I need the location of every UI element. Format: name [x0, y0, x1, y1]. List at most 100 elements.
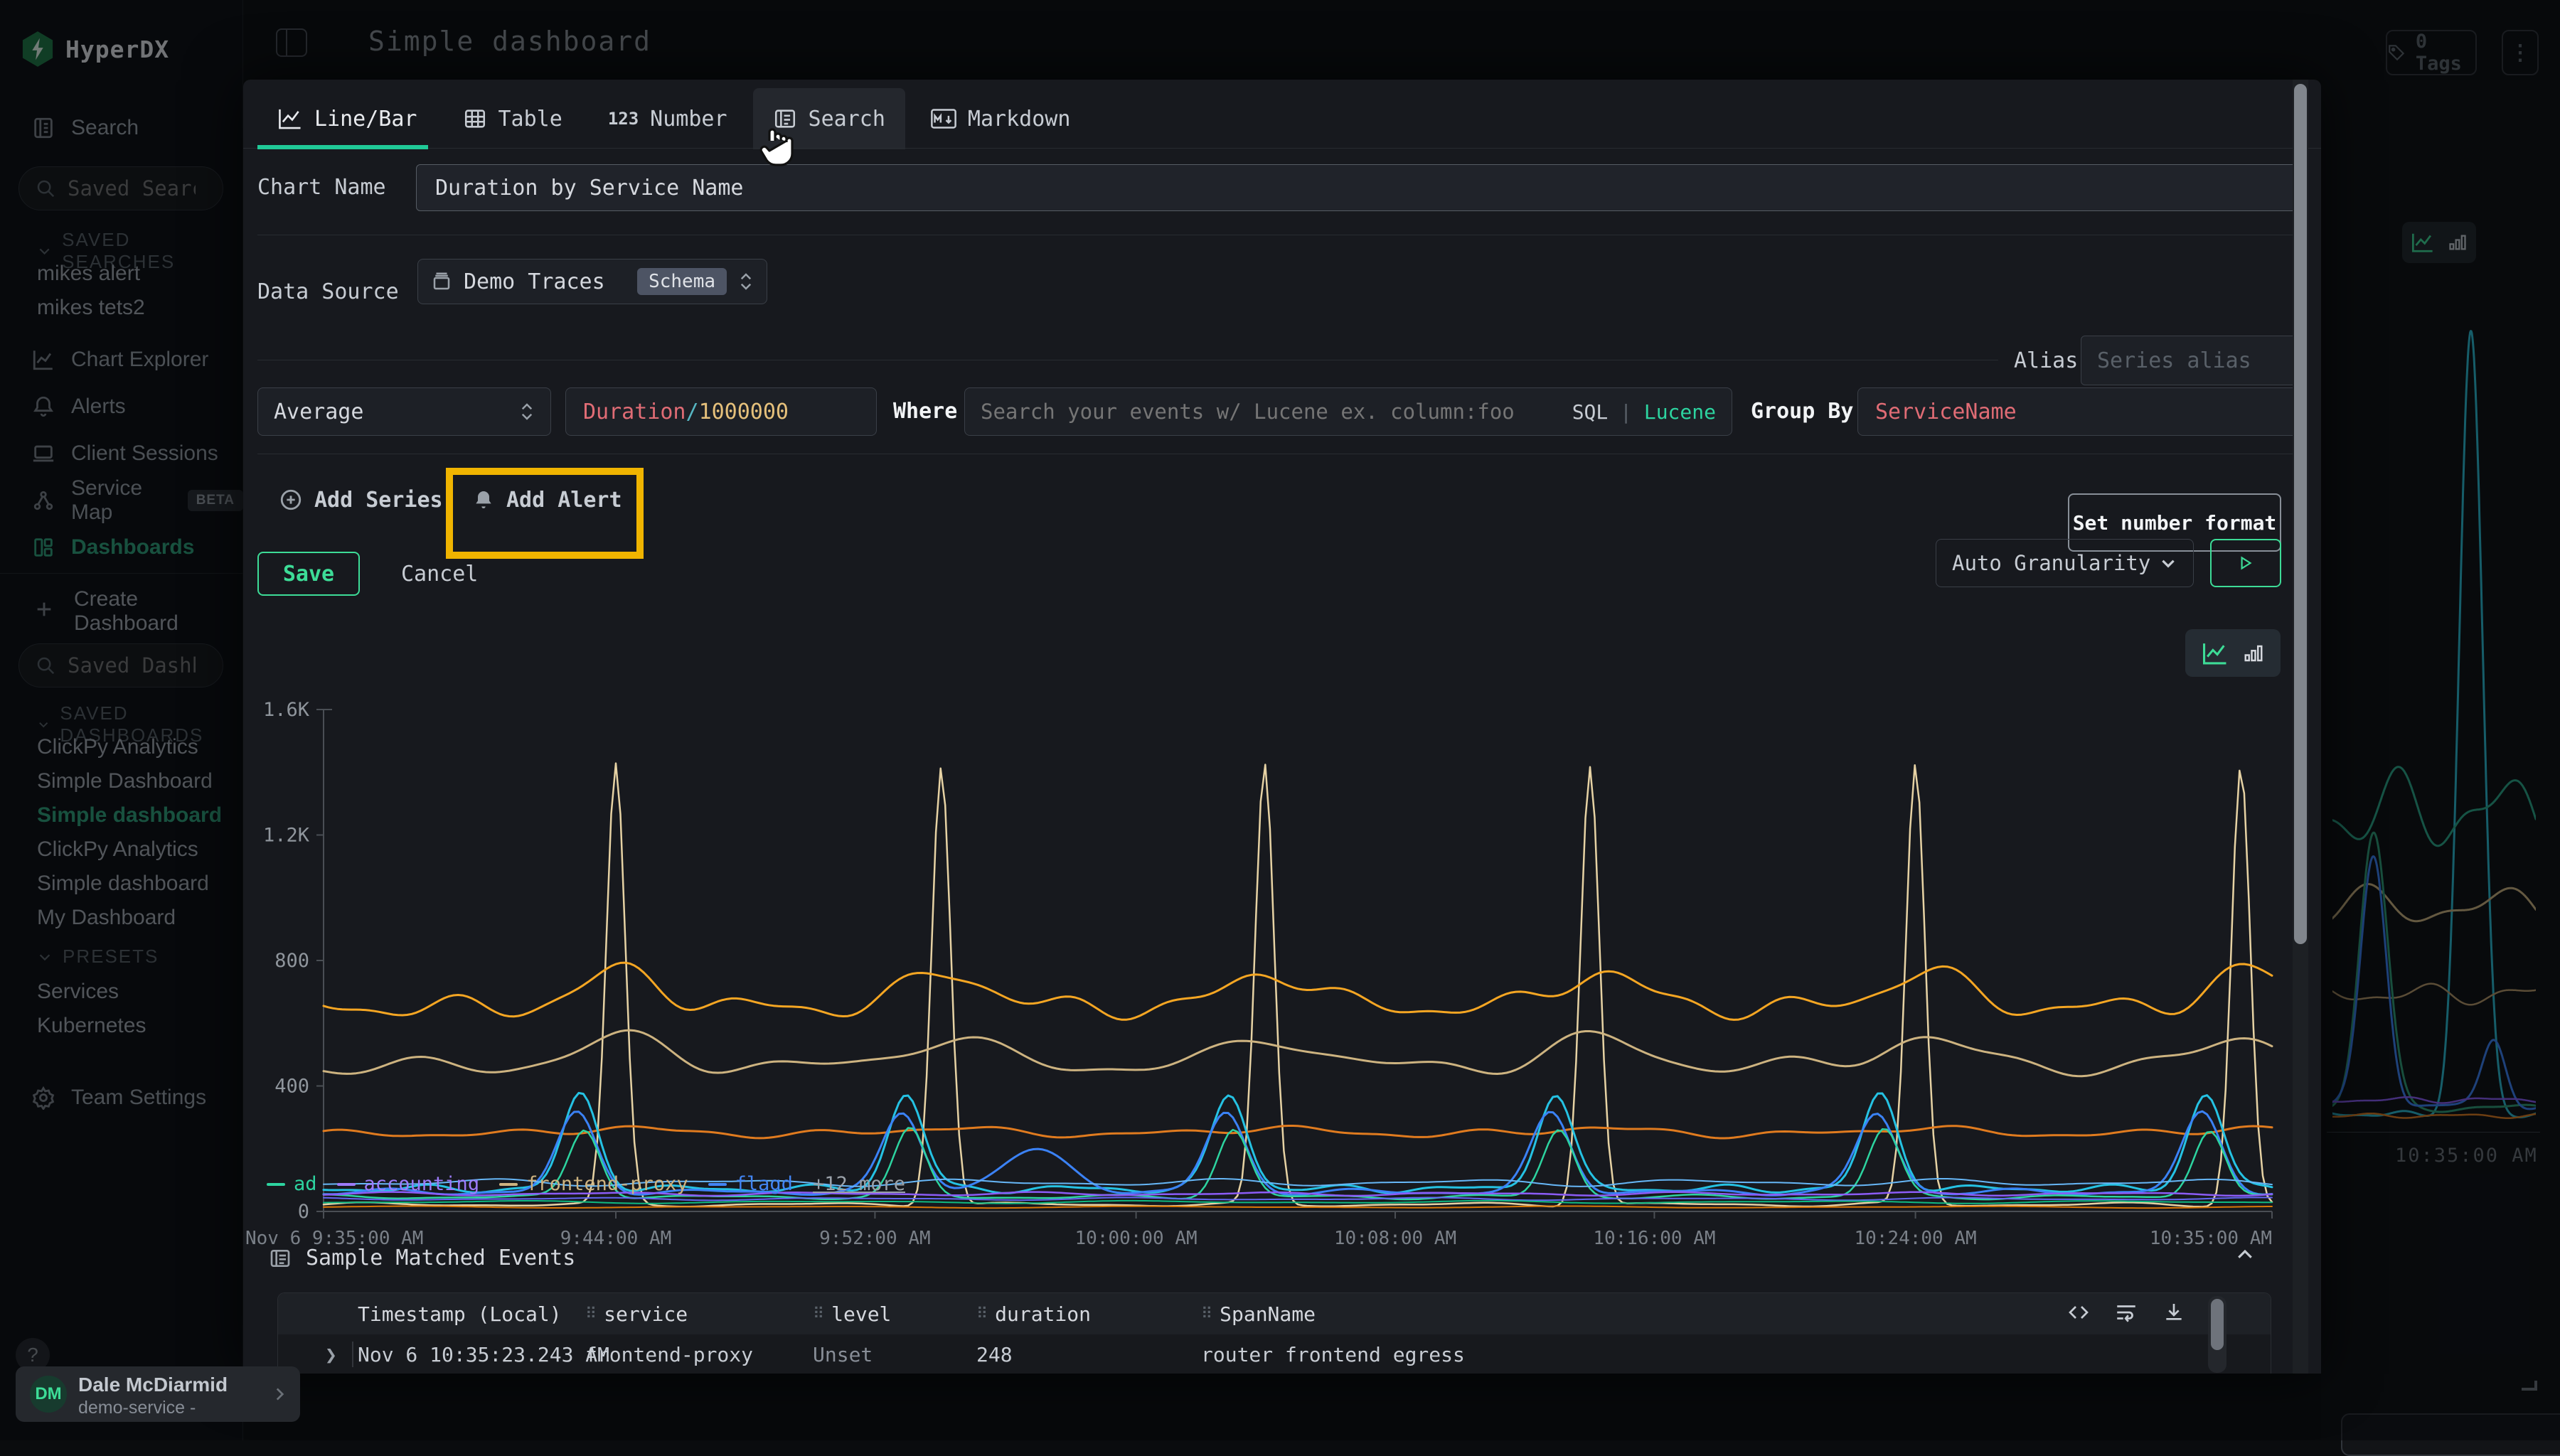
language-toggle[interactable]: SQL | Lucene — [1572, 400, 1716, 424]
chevron-right-icon — [270, 1385, 289, 1403]
where-input[interactable] — [981, 400, 1572, 424]
y-tick-label: 400 — [274, 1076, 309, 1098]
tab-markdown[interactable]: Markdown — [911, 88, 1091, 149]
series-khaki-mid — [324, 1030, 2272, 1076]
tab-label: Table — [498, 107, 562, 132]
legend-label: ad — [294, 1173, 317, 1195]
legend-label: flagd — [735, 1173, 793, 1195]
code-icon[interactable] — [2067, 1301, 2090, 1324]
x-tick-label: 9:44:00 AM — [560, 1228, 672, 1249]
row-cell: router frontend egress — [1201, 1343, 1465, 1366]
series-alias-input[interactable] — [2081, 336, 2303, 385]
tab-label: Search — [809, 107, 885, 132]
x-tick-label: 10:16:00 AM — [1593, 1228, 1715, 1249]
table-row[interactable]: ❯ Nov 6 10:35:23.243 AMfrontend-proxy Unse… — [278, 1334, 2271, 1374]
user-card[interactable]: DM Dale McDiarmid demo-service - — [16, 1366, 300, 1422]
x-tick-label: 9:52:00 AM — [819, 1228, 931, 1249]
granularity-select[interactable]: Auto Granularity — [1936, 539, 2194, 587]
events-column-header[interactable]: ⠿ level — [813, 1302, 891, 1326]
wrap-text-icon[interactable] — [2114, 1300, 2138, 1324]
tab-number[interactable]: 123Number — [588, 88, 747, 149]
row-cell: frontend-proxy — [585, 1343, 753, 1366]
row-cell: Unset — [813, 1343, 873, 1366]
tabs-divider — [243, 148, 2321, 149]
row-cell: Nov 6 10:35:23.243 AM — [358, 1343, 609, 1366]
updown-chevrons-icon — [738, 271, 754, 292]
cancel-button[interactable]: Cancel — [401, 562, 478, 587]
modal-scrollbar-thumb[interactable] — [2294, 84, 2307, 944]
events-column-header[interactable]: ⠿ service — [585, 1302, 688, 1326]
group-by-label: Group By — [1751, 399, 1854, 424]
row-expand-chevron[interactable]: ❯ — [325, 1343, 337, 1366]
chart-editor-modal: Line/Bar Table 123Number Search Markdown Cha… — [243, 80, 2321, 1374]
tab-line-bar[interactable]: Line/Bar — [257, 88, 437, 149]
legend-more-link[interactable]: +12 more — [813, 1173, 905, 1195]
series-orange-upper — [324, 963, 2272, 1019]
events-table-header: Timestamp (Local) ⠿ service ⠿ level ⠿duration… — [278, 1293, 2271, 1334]
sql-toggle[interactable]: SQL — [1572, 400, 1609, 424]
chart-name-label: Chart Name — [257, 175, 386, 200]
chart-axes — [324, 710, 2272, 1211]
row-cell: 248 — [976, 1343, 1013, 1366]
save-button[interactable]: Save — [257, 552, 360, 596]
legend-item[interactable]: ad — [267, 1173, 317, 1195]
drag-handle-icon: ⠿ — [585, 1305, 595, 1323]
bell-icon — [472, 488, 495, 511]
events-column-label: service — [604, 1302, 688, 1326]
data-source-schema-badge: Schema — [637, 268, 727, 295]
where-search-input[interactable]: SQL | Lucene — [964, 387, 1732, 436]
tab-table[interactable]: Table — [443, 88, 582, 149]
events-scrollbar-thumb[interactable] — [2211, 1299, 2224, 1350]
add-series-button[interactable]: Add Series — [279, 478, 443, 522]
lucene-toggle[interactable]: Lucene — [1644, 400, 1716, 424]
table-icon — [463, 107, 487, 131]
where-label: Where — [893, 399, 957, 424]
markdown-icon — [931, 108, 956, 129]
events-table: Timestamp (Local) ⠿ service ⠿ level ⠿duration… — [277, 1292, 2271, 1374]
collapse-chevron-up-icon[interactable] — [2234, 1244, 2256, 1265]
table-list-icon — [269, 1247, 292, 1270]
line-chart-icon — [277, 107, 303, 130]
series-orange-low — [324, 1126, 2272, 1139]
user-name: Dale McDiarmid — [78, 1374, 228, 1396]
sample-events-header[interactable]: Sample Matched Events — [269, 1246, 575, 1270]
events-column-label: Timestamp (Local) — [358, 1302, 562, 1326]
events-column-header[interactable]: ⠿duration — [976, 1302, 1091, 1326]
drag-handle-icon: ⠿ — [976, 1305, 986, 1323]
tab-label: Markdown — [968, 107, 1071, 132]
database-icon — [431, 271, 452, 292]
legend-swatch — [499, 1183, 518, 1186]
series-tall-spikes — [324, 764, 2272, 1207]
active-tab-underline — [257, 145, 428, 149]
avatar: DM — [30, 1376, 67, 1413]
download-icon[interactable] — [2162, 1301, 2185, 1324]
granularity-value: Auto Granularity — [1952, 551, 2150, 575]
group-by-input[interactable]: ServiceName — [1857, 387, 2303, 436]
aggregation-select[interactable]: Average — [257, 387, 551, 436]
legend-item[interactable]: accounting — [337, 1173, 480, 1195]
events-column-label: level — [831, 1302, 891, 1326]
data-source-select[interactable]: Demo Traces Schema — [417, 259, 767, 304]
run-chart-button[interactable] — [2210, 539, 2281, 587]
x-tick-label: 10:00:00 AM — [1074, 1228, 1197, 1249]
legend-item[interactable]: flagd — [708, 1173, 793, 1195]
tab-label: Number — [650, 107, 727, 132]
events-column-header[interactable]: Timestamp (Local) — [358, 1302, 562, 1326]
group-by-value: ServiceName — [1875, 400, 2017, 424]
user-org: demo-service - — [78, 1398, 196, 1418]
sample-events-title: Sample Matched Events — [306, 1246, 575, 1270]
chart-name-input[interactable] — [416, 164, 2302, 211]
chevron-down-icon — [2159, 554, 2177, 572]
add-alert-button[interactable]: Add Alert — [472, 478, 622, 522]
events-column-header[interactable]: ⠿SpanName — [1201, 1302, 1316, 1326]
legend-swatch — [267, 1183, 285, 1186]
y-tick-label: 800 — [274, 950, 309, 972]
field-expression-input[interactable]: Duration/1000000 — [565, 387, 877, 436]
legend-label: frontend-proxy — [526, 1173, 688, 1195]
drag-handle-icon: ⠿ — [813, 1305, 823, 1323]
data-source-label: Data Source — [257, 279, 399, 304]
y-tick-label: 1.2K — [263, 825, 310, 847]
alias-label: Alias — [2014, 348, 2078, 373]
legend-item[interactable]: frontend-proxy — [499, 1173, 688, 1195]
plus-circle-icon — [279, 488, 303, 512]
